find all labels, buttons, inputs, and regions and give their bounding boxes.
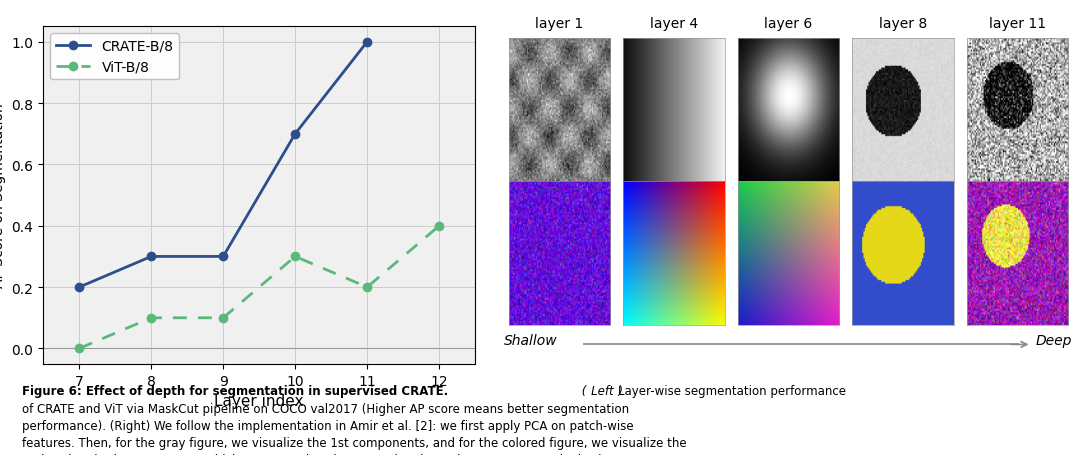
Text: layer 11: layer 11 <box>989 17 1045 31</box>
Line: ViT-B/8: ViT-B/8 <box>75 222 444 353</box>
Text: Figure 6: Effect of depth for segmentation in supervised CRATE.: Figure 6: Effect of depth for segmentati… <box>22 384 448 398</box>
Line: CRATE-B/8: CRATE-B/8 <box>75 38 372 292</box>
ViT-B/8 <box>361 285 374 290</box>
Text: (  Left  ): ( Left ) <box>578 384 623 398</box>
ViT-B/8 <box>433 223 446 229</box>
CRATE-B/8 <box>72 285 85 290</box>
Text: layer 6: layer 6 <box>765 17 812 31</box>
Text: Deep: Deep <box>1036 334 1072 348</box>
CRATE-B/8 <box>145 254 158 260</box>
Legend: CRATE-B/8, ViT-B/8: CRATE-B/8, ViT-B/8 <box>50 34 179 80</box>
CRATE-B/8 <box>361 40 374 46</box>
Text: of CRATE and ViT via MaskCut pipeline on COCO val2017 (Higher AP score means bet: of CRATE and ViT via MaskCut pipeline on… <box>22 402 686 455</box>
Text: layer 4: layer 4 <box>650 17 698 31</box>
Text: layer 8: layer 8 <box>879 17 927 31</box>
Y-axis label: AP Score on Segmentation: AP Score on Segmentation <box>0 103 5 288</box>
ViT-B/8 <box>72 346 85 351</box>
Text: Shallow: Shallow <box>504 334 558 348</box>
ViT-B/8 <box>288 254 301 260</box>
Text: Layer-wise segmentation performance: Layer-wise segmentation performance <box>618 384 846 398</box>
CRATE-B/8 <box>288 131 301 137</box>
Text: layer 1: layer 1 <box>536 17 583 31</box>
X-axis label: Layer index: Layer index <box>215 393 303 408</box>
ViT-B/8 <box>217 315 230 321</box>
ViT-B/8 <box>145 315 158 321</box>
CRATE-B/8 <box>217 254 230 260</box>
